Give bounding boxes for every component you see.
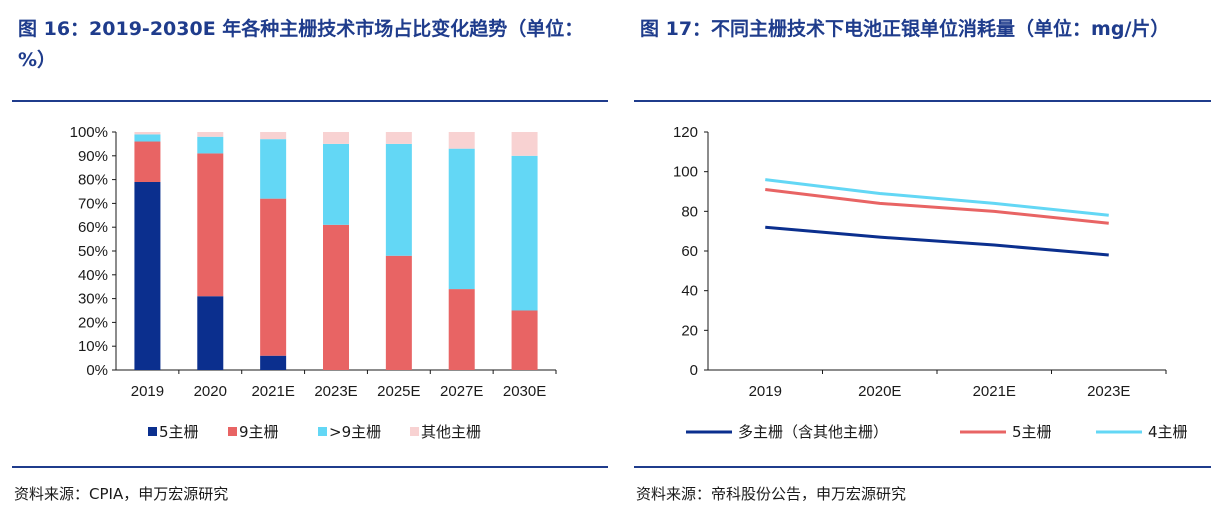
legend-label: 9主栅 [239, 423, 279, 441]
bar-segment [448, 289, 475, 370]
right-chart-panel: 图 17：不同主栅技术下电池正银单位消耗量（单位：mg/片） 0 20 40 60 80… [622, 0, 1211, 530]
legend-label: >9主栅 [329, 423, 381, 441]
bar-segment [323, 143, 349, 225]
bar-segment [134, 134, 161, 142]
bar-segment [511, 310, 538, 370]
right-source-rule [634, 466, 1211, 468]
bar-segment [197, 132, 224, 137]
y-tick-label: 0 [690, 362, 698, 379]
bar-segment [323, 224, 349, 370]
legend-swatch [228, 427, 237, 436]
bar-segment [134, 132, 161, 135]
line-chart: 0 20 40 60 80 100 120 2019 2020E 2021E 2023E 多主栅（含其… [673, 124, 1188, 441]
y-tick-label: 100 [673, 164, 698, 181]
bar-segment [134, 141, 161, 182]
bar-segment [197, 296, 224, 370]
y-tick-label: 120 [673, 124, 698, 141]
y-tick-label: 10% [78, 338, 108, 355]
x-tick-label: 2023E [1087, 383, 1130, 400]
bar-segment [511, 132, 538, 156]
x-tick-label: 2025E [377, 383, 420, 400]
left-chart-title: 图 16：2019-2030E 年各种主栅技术市场占比变化趋势（单位：%） [18, 18, 584, 71]
x-tick-label: 2020E [858, 383, 901, 400]
bar-segment [511, 155, 538, 311]
y-tick-label: 0% [86, 362, 108, 379]
y-tick-label: 30% [78, 291, 108, 308]
x-tick-label: 2019 [749, 383, 782, 400]
left-title-rule [12, 100, 608, 102]
bar-segment [323, 132, 349, 144]
y-tick-label: 80 [681, 203, 698, 220]
legend-label: 其他主栅 [421, 423, 481, 441]
right-chart-title: 图 17：不同主栅技术下电池正银单位消耗量（单位：mg/片） [640, 18, 1170, 40]
y-tick-label: 20 [681, 322, 698, 339]
bar-segment [260, 355, 287, 370]
series-line [765, 178, 1109, 217]
series-line [765, 225, 1109, 257]
bar-segment [448, 132, 475, 149]
legend-swatch [410, 427, 419, 436]
bar-segment [197, 153, 224, 297]
y-tick-label: 60% [78, 219, 108, 236]
bar-segment [385, 132, 412, 144]
left-source-rule [12, 466, 608, 468]
left-chart-panel: 图 16：2019-2030E 年各种主栅技术市场占比变化趋势（单位：%） 0%… [12, 18, 608, 503]
y-tick-label: 40 [681, 283, 698, 300]
x-tick-label: 2023E [314, 383, 357, 400]
legend-label: 5主栅 [159, 423, 199, 441]
x-tick-label: 2027E [440, 383, 483, 400]
x-tick-label: 2020 [194, 383, 227, 400]
y-tick-label: 50% [78, 243, 108, 260]
bar-segment [134, 181, 161, 370]
bar-segment [448, 148, 475, 290]
bar-segment [260, 139, 287, 199]
legend-label: 4主栅 [1148, 423, 1188, 441]
bar-segment [260, 132, 287, 140]
y-tick-label: 100% [70, 124, 108, 141]
y-tick-label: 40% [78, 267, 108, 284]
bar-segment [385, 143, 412, 256]
x-tick-label: 2019 [131, 383, 164, 400]
y-tick-label: 80% [78, 172, 108, 189]
legend-label: 多主栅（含其他主栅） [738, 423, 888, 441]
x-tick-label: 2021E [973, 383, 1016, 400]
series-line [765, 188, 1109, 225]
legend-label: 5主栅 [1012, 423, 1052, 441]
y-tick-label: 20% [78, 314, 108, 331]
left-source-note: 资料来源：CPIA，申万宏源研究 [14, 485, 229, 503]
stacked-bar-chart: 0% 10% 20% 30% 40% 50% 60% 70% 80% 90% 100% 2019 202… [70, 124, 557, 441]
right-title-rule [634, 100, 1211, 102]
x-tick-label: 2030E [503, 383, 546, 400]
legend-swatch [318, 427, 327, 436]
bar-segment [260, 198, 287, 356]
bar-segment [385, 255, 412, 370]
y-tick-label: 60 [681, 243, 698, 260]
y-tick-label: 70% [78, 195, 108, 212]
y-tick-label: 90% [78, 148, 108, 165]
bar-segment [197, 136, 224, 154]
x-tick-label: 2021E [251, 383, 294, 400]
legend-swatch [148, 427, 157, 436]
right-source-note: 资料来源：帝科股份公告，申万宏源研究 [636, 485, 907, 503]
